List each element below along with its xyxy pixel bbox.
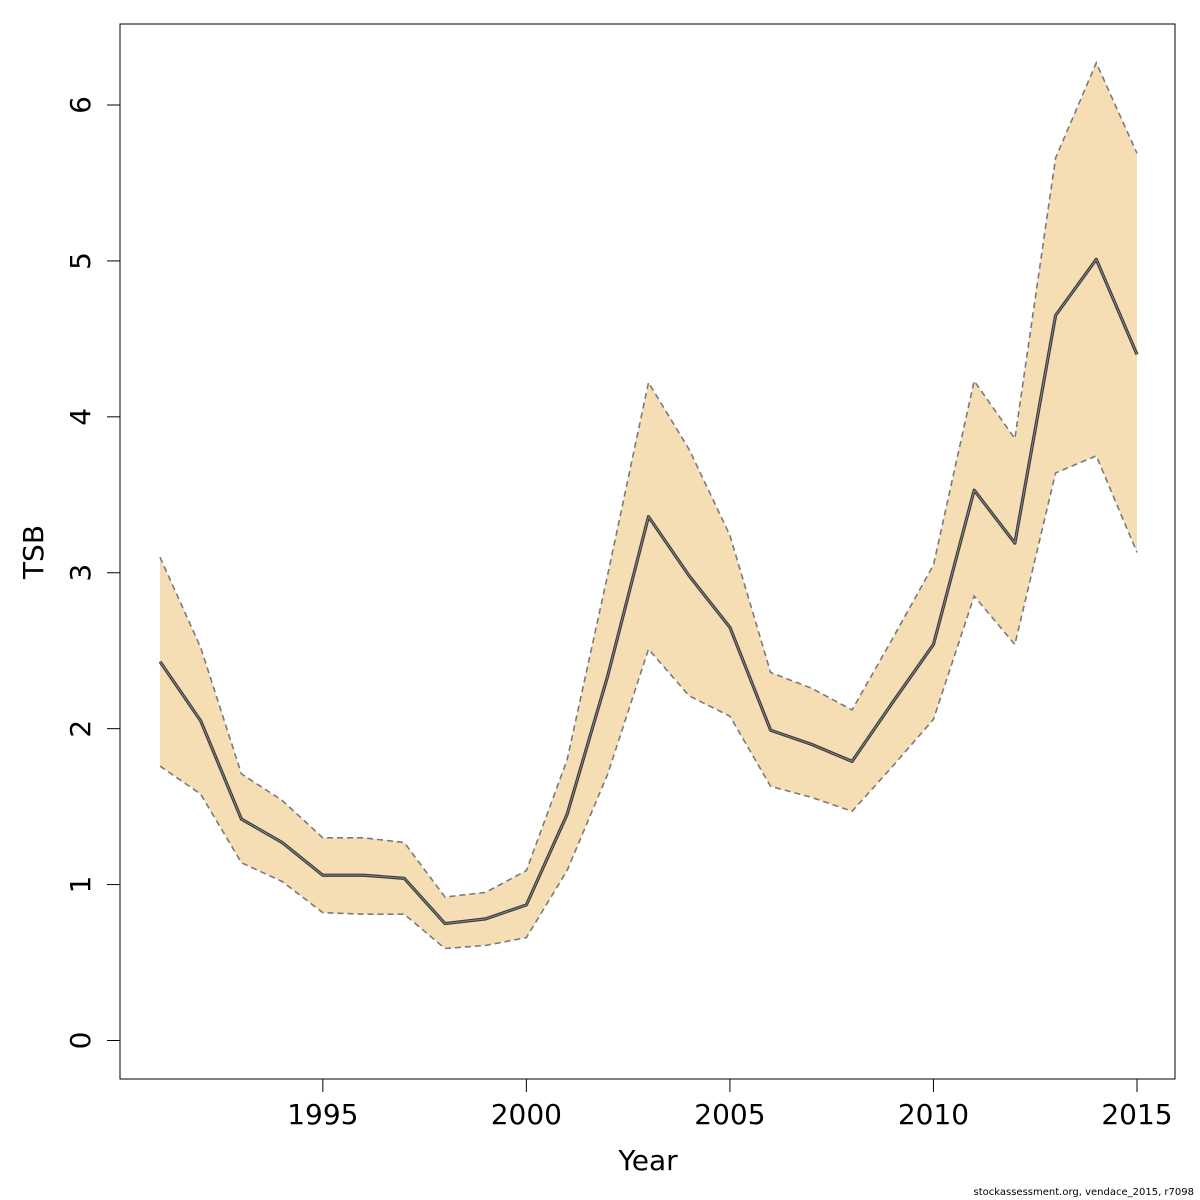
lower-bound-line [159, 454, 1138, 950]
estimate-line-layer [158, 257, 1139, 926]
y-tick-label: 1 [64, 876, 97, 894]
x-tick-label: 2010 [898, 1098, 969, 1131]
x-tick-label: 2005 [694, 1098, 765, 1131]
confidence-band-area [160, 62, 1137, 949]
estimate-line-highlight [159, 258, 1138, 925]
y-tick-label: 0 [64, 1032, 97, 1050]
y-tick-label: 6 [64, 96, 97, 114]
y-axis: 0 1 2 3 4 5 6 [64, 96, 121, 1050]
x-tick-label: 1995 [287, 1098, 358, 1131]
x-tick-label: 2000 [491, 1098, 562, 1131]
y-axis-title: TSB [17, 525, 50, 580]
y-tick-label: 5 [64, 252, 97, 270]
x-tick-label: 2015 [1101, 1098, 1172, 1131]
x-axis-title: Year [617, 1144, 678, 1177]
footer-source: stockassessment.org, vendace_2015, r7098 [973, 1187, 1194, 1198]
y-tick-label: 3 [64, 564, 97, 582]
y-tick-label: 4 [64, 408, 97, 426]
upper-bound-line [159, 60, 1138, 898]
x-axis: 1995 2000 2005 2010 2015 [287, 1078, 1173, 1131]
confidence-band-layer [159, 60, 1138, 950]
y-tick-label: 2 [64, 720, 97, 738]
